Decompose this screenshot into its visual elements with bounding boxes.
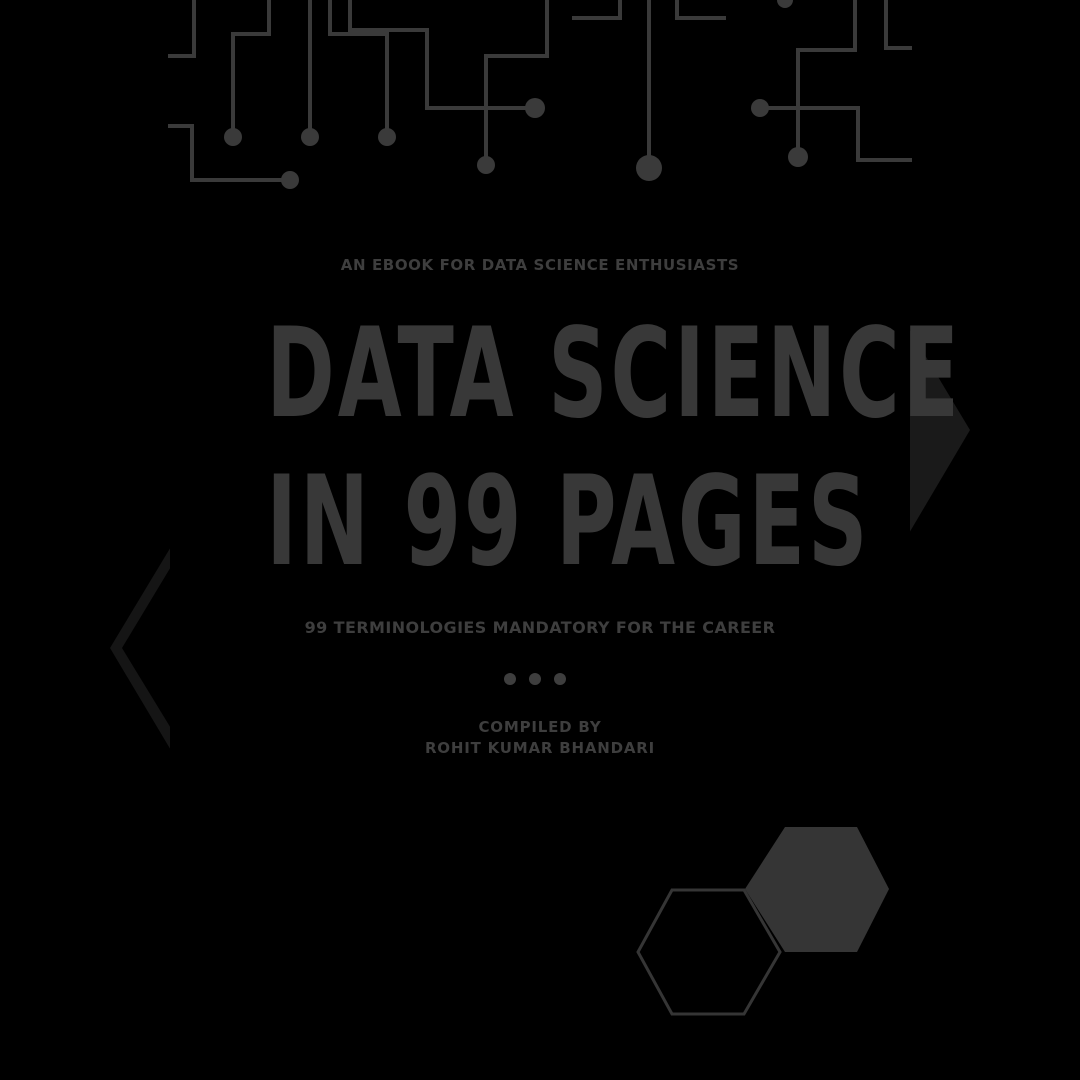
three-dots-divider xyxy=(498,671,574,687)
circuit-node xyxy=(224,128,242,146)
cover-title-line-2: IN 99 PAGES xyxy=(266,450,871,594)
author-name: ROHIT KUMAR BHANDARI xyxy=(424,739,656,757)
circuit-node xyxy=(378,128,396,146)
dot-icon xyxy=(504,673,516,685)
right-chevron-icon xyxy=(905,322,970,540)
outline-hexagon-icon xyxy=(636,888,782,1016)
circuit-node xyxy=(777,0,793,8)
cover-subtitle: AN EBOOK FOR DATA SCIENCE ENTHUSIASTS xyxy=(340,256,740,274)
circuit-node xyxy=(636,155,662,181)
circuit-node xyxy=(525,98,545,118)
filled-hexagon-icon xyxy=(745,827,889,952)
dot-icon xyxy=(529,673,541,685)
circuit-node xyxy=(281,171,299,189)
circuit-node xyxy=(301,128,319,146)
dot-icon xyxy=(554,673,566,685)
circuit-node xyxy=(788,147,808,167)
cover-tagline: 99 TERMINOLOGIES MANDATORY FOR THE CAREE… xyxy=(304,618,776,637)
circuit-node xyxy=(477,156,495,174)
left-chevron-icon xyxy=(110,545,172,752)
circuit-node xyxy=(751,99,769,117)
credit-label: COMPILED BY xyxy=(478,718,602,736)
